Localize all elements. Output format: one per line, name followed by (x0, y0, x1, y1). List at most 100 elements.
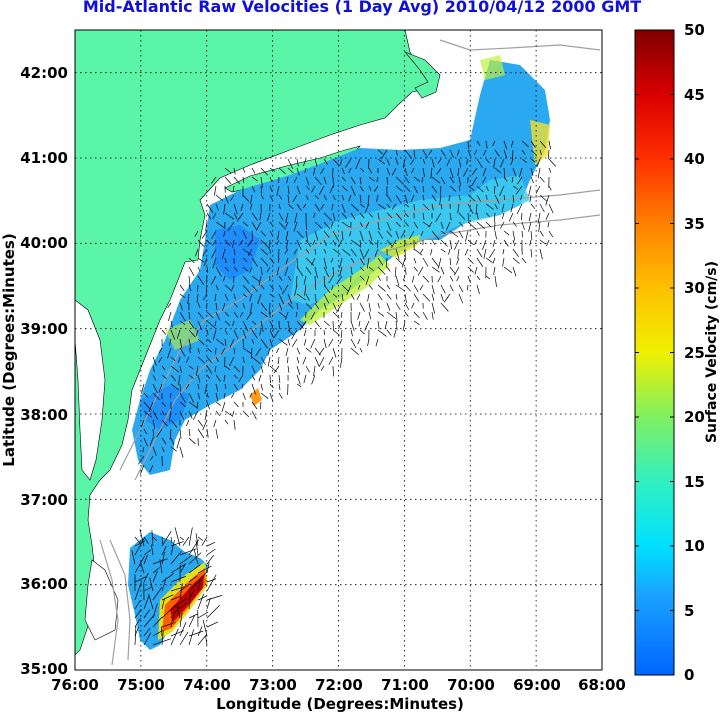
velocity-arrow (359, 221, 363, 228)
velocity-arrow (404, 212, 409, 218)
velocity-arrow (350, 329, 353, 337)
velocity-arrow (287, 302, 294, 309)
velocity-arrow (149, 464, 154, 473)
velocity-arrow (170, 374, 177, 382)
velocity-arrow (413, 257, 417, 264)
velocity-arrow (143, 627, 151, 637)
velocity-arrow (260, 302, 268, 312)
velocity-arrow (287, 275, 292, 281)
velocity-arrow (152, 428, 155, 439)
velocity-arrow (195, 533, 199, 547)
velocity-arrow (278, 167, 286, 175)
velocity-arrow (422, 311, 428, 320)
velocity-arrow (223, 203, 226, 215)
velocity-arrow (449, 230, 459, 238)
velocity-arrow (521, 140, 529, 148)
velocity-arrow (251, 338, 254, 344)
velocity-arrow (386, 212, 393, 219)
velocity-arrow (269, 383, 274, 389)
velocity-arrow (314, 230, 319, 241)
velocity-arrow (229, 356, 235, 367)
velocity-arrow (302, 356, 307, 365)
velocity-arrow (170, 598, 188, 610)
velocity-arrow (350, 203, 359, 212)
velocity-arrow (404, 266, 407, 275)
velocity-arrow (500, 221, 505, 229)
velocity-arrow (545, 194, 550, 206)
velocity-arrow (201, 536, 208, 546)
colorbar-tick: 25 (684, 344, 705, 362)
velocity-arrow (474, 239, 478, 245)
chesapeake-bay (75, 299, 106, 481)
velocity-arrow (188, 374, 194, 379)
velocity-arrow (318, 347, 325, 356)
velocity-arrow (215, 392, 219, 402)
velocity-arrow (368, 239, 374, 245)
velocity-arrow (476, 212, 479, 220)
velocity-arrow (482, 149, 487, 156)
velocity-arrow (464, 248, 469, 256)
velocity-arrow (323, 212, 333, 222)
velocity-arrow (211, 275, 217, 285)
velocity-arrow (313, 365, 316, 377)
velocity-arrow (236, 212, 244, 222)
velocity-arrow (467, 185, 475, 191)
velocity-arrow (257, 293, 262, 304)
velocity-arrow (375, 338, 379, 347)
velocity-arrow (240, 203, 244, 212)
velocity-arrow (422, 158, 426, 164)
velocity-arrow (294, 284, 298, 296)
velocity-arrow (284, 266, 289, 276)
velocity-arrow (161, 446, 165, 453)
velocity-arrow (328, 338, 334, 347)
velocity-arrow (161, 536, 164, 545)
velocity-arrow (224, 239, 231, 247)
velocity-arrow (161, 594, 174, 601)
velocity-arrow (503, 266, 513, 274)
velocity-arrow (249, 293, 253, 302)
velocity-arrow (492, 140, 496, 146)
velocity-arrow (467, 212, 470, 224)
velocity-arrow (377, 149, 383, 154)
velocity-arrow (179, 392, 186, 403)
velocity-arrow (269, 176, 273, 182)
velocity-arrow (377, 329, 387, 337)
velocity-arrow (368, 158, 370, 169)
velocity-arrow (391, 167, 397, 176)
velocity-arrow (170, 595, 182, 601)
velocity-arrow (457, 149, 460, 156)
velocity-arrow (385, 257, 388, 268)
velocity-arrow (318, 356, 325, 367)
velocity-arrow (179, 410, 184, 420)
velocity-arrow (287, 194, 290, 203)
velocity-arrow (413, 221, 419, 229)
velocity-arrow (206, 541, 216, 547)
velocity-arrow (404, 293, 407, 303)
velocity-arrow (143, 437, 148, 447)
velocity-arrow (215, 266, 222, 277)
velocity-arrow (332, 248, 341, 255)
velocity-arrow (188, 275, 191, 286)
velocity-arrow (336, 302, 343, 313)
velocity-arrow (430, 248, 433, 256)
velocity-arrow (521, 221, 525, 230)
velocity-arrow (494, 275, 497, 288)
velocity-arrow (251, 167, 256, 174)
velocity-arrow (143, 549, 152, 556)
x-tick-label: 70:00 (447, 676, 495, 694)
velocity-arrow (350, 185, 356, 196)
velocity-arrow (233, 266, 238, 272)
velocity-arrow (260, 176, 263, 188)
velocity-arrow (224, 257, 227, 264)
velocity-arrow (267, 347, 271, 356)
velocity-arrow (273, 329, 280, 339)
velocity-arrow (161, 437, 167, 445)
velocity-arrow (161, 530, 172, 547)
velocity-arrow (508, 212, 514, 222)
velocity-arrow (197, 536, 203, 541)
velocity-arrow (305, 257, 315, 266)
velocity-arrow (528, 212, 532, 222)
velocity-arrow (260, 338, 268, 349)
velocity-arrow (420, 230, 424, 236)
velocity-arrow (246, 311, 253, 320)
